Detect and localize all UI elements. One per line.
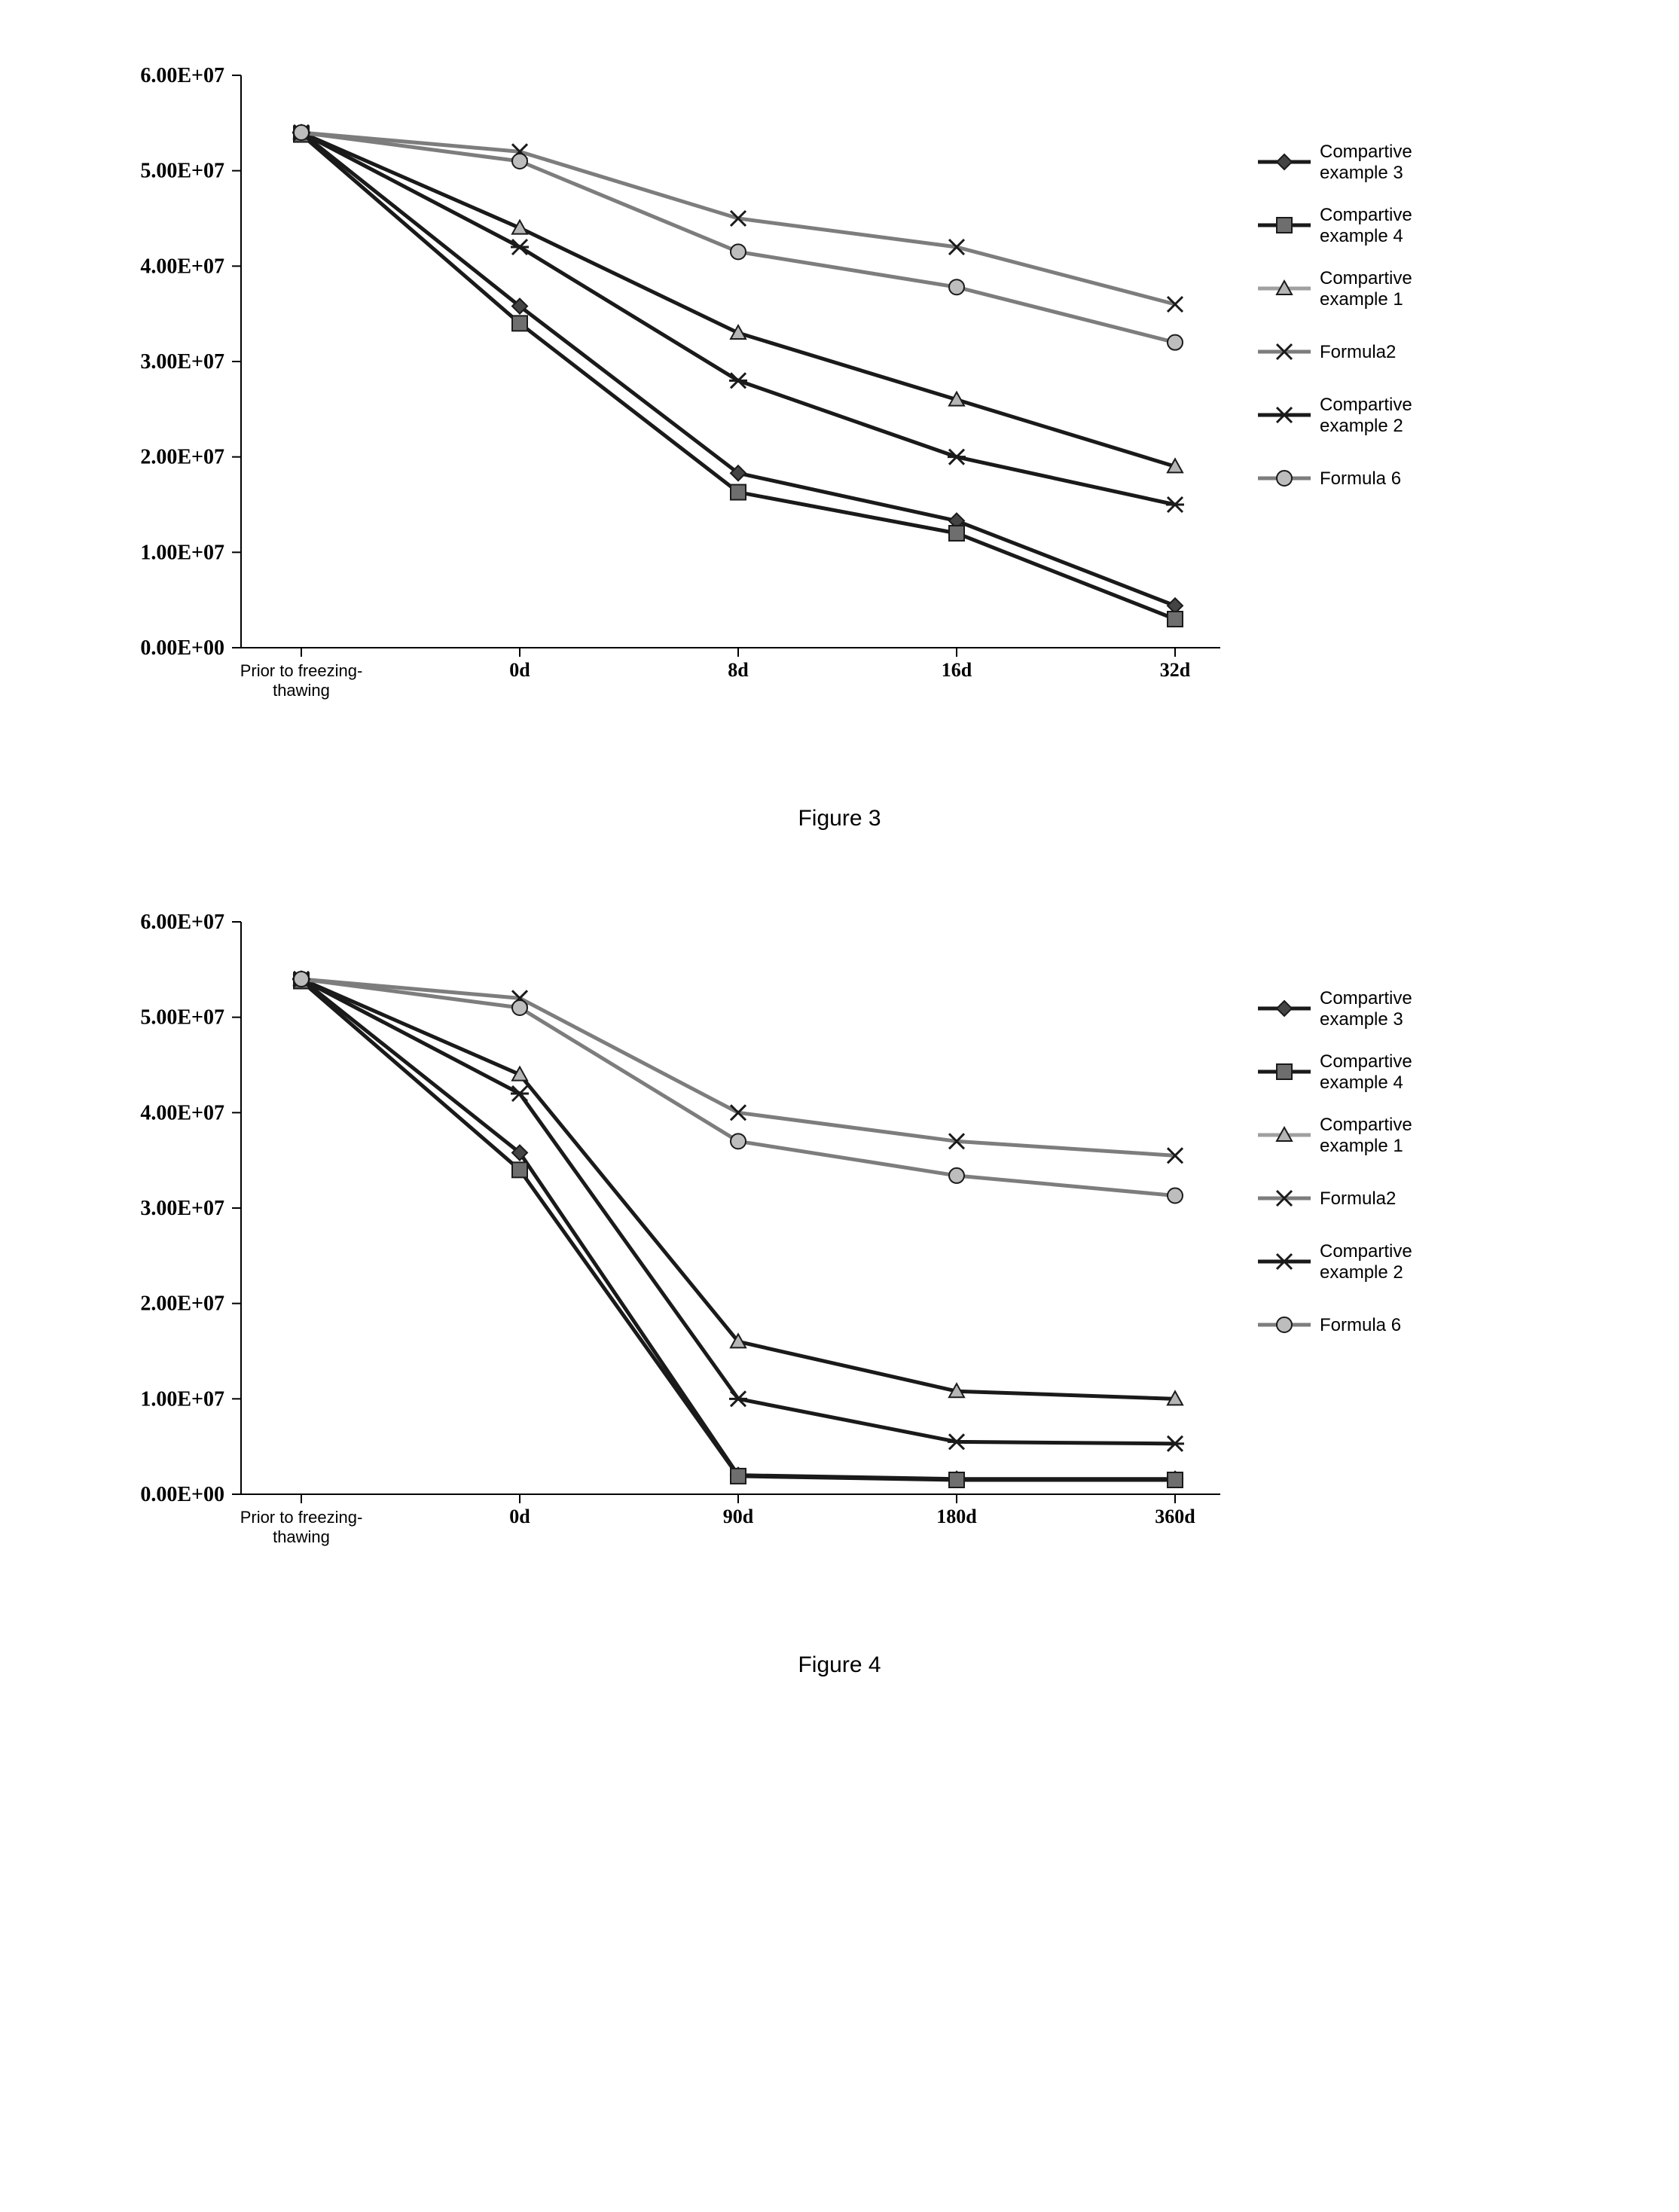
svg-text:thawing: thawing bbox=[273, 1527, 330, 1546]
svg-text:0d: 0d bbox=[509, 1506, 530, 1527]
svg-text:1.00E+07: 1.00E+07 bbox=[140, 1387, 224, 1411]
svg-text:example 2: example 2 bbox=[1320, 1262, 1403, 1283]
svg-text:Formula2: Formula2 bbox=[1320, 342, 1396, 362]
svg-text:32d: 32d bbox=[1160, 659, 1191, 681]
svg-text:3.00E+07: 3.00E+07 bbox=[140, 1197, 224, 1220]
svg-text:Formula2: Formula2 bbox=[1320, 1188, 1396, 1209]
svg-text:example 2: example 2 bbox=[1320, 416, 1403, 436]
svg-text:4.00E+07: 4.00E+07 bbox=[140, 1101, 224, 1124]
svg-text:360d: 360d bbox=[1155, 1506, 1195, 1527]
svg-text:thawing: thawing bbox=[273, 681, 330, 700]
figure-3-block: 0.00E+00 1.00E+07 2.00E+07 3.00E+07 4.00E+07… bbox=[45, 60, 1634, 831]
svg-text:Compartive: Compartive bbox=[1320, 1115, 1412, 1135]
svg-text:Compartive: Compartive bbox=[1320, 1051, 1412, 1072]
svg-text:Compartive: Compartive bbox=[1320, 268, 1412, 288]
svg-text:4.00E+07: 4.00E+07 bbox=[140, 255, 224, 278]
svg-text:90d: 90d bbox=[723, 1506, 754, 1527]
svg-text:2.00E+07: 2.00E+07 bbox=[140, 1292, 224, 1316]
svg-text:example 3: example 3 bbox=[1320, 1009, 1403, 1030]
svg-text:example 4: example 4 bbox=[1320, 1072, 1403, 1093]
figure-4-svg: 0.00E+00 1.00E+07 2.00E+07 3.00E+07 4.00E+07… bbox=[45, 907, 1627, 1600]
svg-text:Formula 6: Formula 6 bbox=[1320, 468, 1401, 489]
svg-text:1.00E+07: 1.00E+07 bbox=[140, 541, 224, 564]
svg-text:Compartive: Compartive bbox=[1320, 395, 1412, 415]
figure-3-chart: 0.00E+00 1.00E+07 2.00E+07 3.00E+07 4.00E+07… bbox=[45, 60, 1634, 753]
svg-text:Compartive: Compartive bbox=[1320, 205, 1412, 225]
figure-4-chart: 0.00E+00 1.00E+07 2.00E+07 3.00E+07 4.00E+07… bbox=[45, 907, 1634, 1600]
figure-3-svg: 0.00E+00 1.00E+07 2.00E+07 3.00E+07 4.00E+07… bbox=[45, 60, 1627, 753]
svg-text:Formula 6: Formula 6 bbox=[1320, 1315, 1401, 1335]
svg-text:8d: 8d bbox=[728, 659, 749, 681]
figure-4-caption: Figure 4 bbox=[45, 1652, 1634, 1678]
svg-text:Compartive: Compartive bbox=[1320, 142, 1412, 162]
svg-text:example 4: example 4 bbox=[1320, 226, 1403, 246]
svg-text:0.00E+00: 0.00E+00 bbox=[140, 636, 224, 660]
svg-text:example 1: example 1 bbox=[1320, 289, 1403, 310]
svg-text:16d: 16d bbox=[942, 659, 972, 681]
svg-text:Prior to freezing-: Prior to freezing- bbox=[240, 1508, 363, 1527]
figure-3-caption: Figure 3 bbox=[45, 806, 1634, 831]
svg-text:6.00E+07: 6.00E+07 bbox=[140, 911, 224, 934]
svg-text:example 3: example 3 bbox=[1320, 163, 1403, 183]
svg-text:2.00E+07: 2.00E+07 bbox=[140, 446, 224, 469]
svg-text:5.00E+07: 5.00E+07 bbox=[140, 1006, 224, 1030]
svg-text:0d: 0d bbox=[509, 659, 530, 681]
figure-4-block: 0.00E+00 1.00E+07 2.00E+07 3.00E+07 4.00E+07… bbox=[45, 907, 1634, 1678]
svg-text:Compartive: Compartive bbox=[1320, 1241, 1412, 1262]
svg-text:5.00E+07: 5.00E+07 bbox=[140, 160, 224, 183]
svg-text:example 1: example 1 bbox=[1320, 1136, 1403, 1156]
svg-text:Compartive: Compartive bbox=[1320, 988, 1412, 1008]
svg-text:3.00E+07: 3.00E+07 bbox=[140, 350, 224, 374]
svg-text:Prior to freezing-: Prior to freezing- bbox=[240, 661, 363, 680]
svg-text:180d: 180d bbox=[936, 1506, 977, 1527]
svg-text:6.00E+07: 6.00E+07 bbox=[140, 64, 224, 87]
svg-text:0.00E+00: 0.00E+00 bbox=[140, 1483, 224, 1506]
